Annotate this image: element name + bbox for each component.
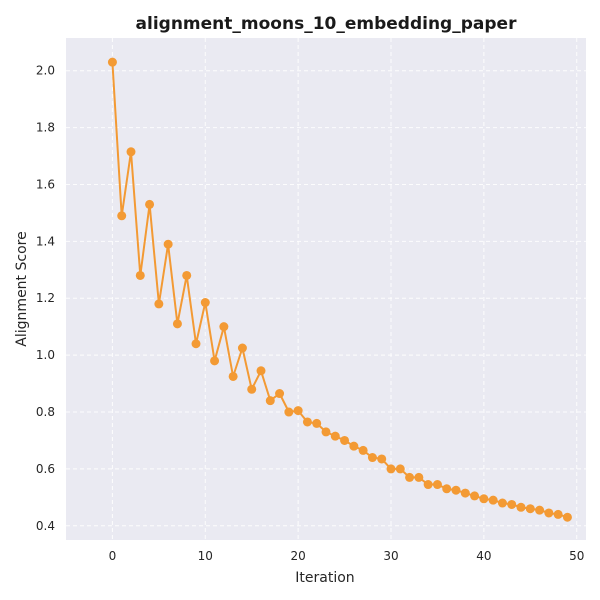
x-tick-label: 30 bbox=[383, 549, 398, 563]
data-point bbox=[497, 498, 507, 508]
y-tick-label: 0.4 bbox=[36, 519, 55, 533]
data-point bbox=[451, 485, 461, 495]
data-point bbox=[126, 147, 136, 157]
y-tick-label: 0.6 bbox=[36, 462, 55, 476]
x-tick-label: 0 bbox=[109, 549, 117, 563]
data-point bbox=[460, 488, 470, 498]
data-point bbox=[405, 472, 415, 482]
data-point bbox=[275, 389, 285, 399]
data-point bbox=[237, 343, 247, 353]
x-tick-label: 40 bbox=[476, 549, 491, 563]
x-axis-label: Iteration bbox=[295, 570, 354, 586]
data-point bbox=[340, 435, 350, 445]
data-point bbox=[265, 396, 275, 406]
data-point bbox=[200, 298, 210, 308]
data-point bbox=[312, 418, 322, 428]
data-point bbox=[321, 427, 331, 437]
y-tick-label: 1.4 bbox=[36, 234, 55, 248]
grid bbox=[66, 38, 586, 540]
data-point bbox=[423, 480, 433, 490]
plot-background bbox=[66, 38, 586, 540]
x-tick-label: 20 bbox=[291, 549, 306, 563]
data-point bbox=[377, 454, 387, 464]
y-axis-label: Alignment Score bbox=[14, 231, 30, 346]
data-point bbox=[516, 502, 526, 512]
data-point bbox=[210, 356, 220, 366]
y-tick-label: 1.2 bbox=[36, 291, 55, 305]
data-point bbox=[479, 494, 489, 504]
series-line bbox=[107, 57, 572, 522]
data-point bbox=[182, 270, 192, 280]
data-point bbox=[256, 366, 266, 376]
data-point bbox=[488, 495, 498, 505]
data-point bbox=[107, 57, 117, 67]
y-tick-label: 1.6 bbox=[36, 177, 55, 191]
data-point bbox=[284, 407, 294, 417]
y-tick-label: 1.0 bbox=[36, 348, 55, 362]
data-point bbox=[525, 504, 535, 514]
x-tick-label: 50 bbox=[569, 549, 584, 563]
data-point bbox=[562, 512, 572, 522]
x-tick-label: 10 bbox=[198, 549, 213, 563]
data-point bbox=[507, 499, 517, 509]
data-point bbox=[302, 417, 312, 427]
data-point bbox=[367, 453, 377, 463]
data-point bbox=[442, 484, 452, 494]
data-point bbox=[553, 509, 563, 519]
data-point bbox=[163, 239, 173, 249]
data-point bbox=[219, 322, 229, 332]
data-point bbox=[395, 464, 405, 474]
chart-title: alignment_moons_10_embedding_paper bbox=[136, 14, 518, 34]
data-point bbox=[191, 339, 201, 349]
data-point bbox=[349, 441, 359, 451]
data-point bbox=[145, 199, 155, 209]
data-point bbox=[117, 211, 127, 221]
data-point bbox=[247, 384, 257, 394]
data-point bbox=[432, 480, 442, 490]
y-tick-label: 1.8 bbox=[36, 121, 55, 135]
data-point bbox=[535, 505, 545, 515]
data-point bbox=[228, 371, 238, 381]
data-point bbox=[386, 464, 396, 474]
data-point bbox=[414, 472, 424, 482]
data-point bbox=[293, 406, 303, 416]
data-point bbox=[544, 508, 554, 518]
data-point bbox=[470, 491, 480, 501]
data-point bbox=[154, 299, 164, 309]
axis-ticks: 0 10 20 30 40 50 0.4 0.6 0.8 1.0 1.2 1.4 1.6 1.8 2.0 bbox=[36, 64, 584, 563]
data-point bbox=[330, 431, 340, 441]
data-point bbox=[135, 270, 145, 280]
y-tick-label: 2.0 bbox=[36, 64, 55, 78]
data-point bbox=[172, 319, 182, 329]
y-tick-label: 0.8 bbox=[36, 405, 55, 419]
data-point bbox=[358, 445, 368, 455]
